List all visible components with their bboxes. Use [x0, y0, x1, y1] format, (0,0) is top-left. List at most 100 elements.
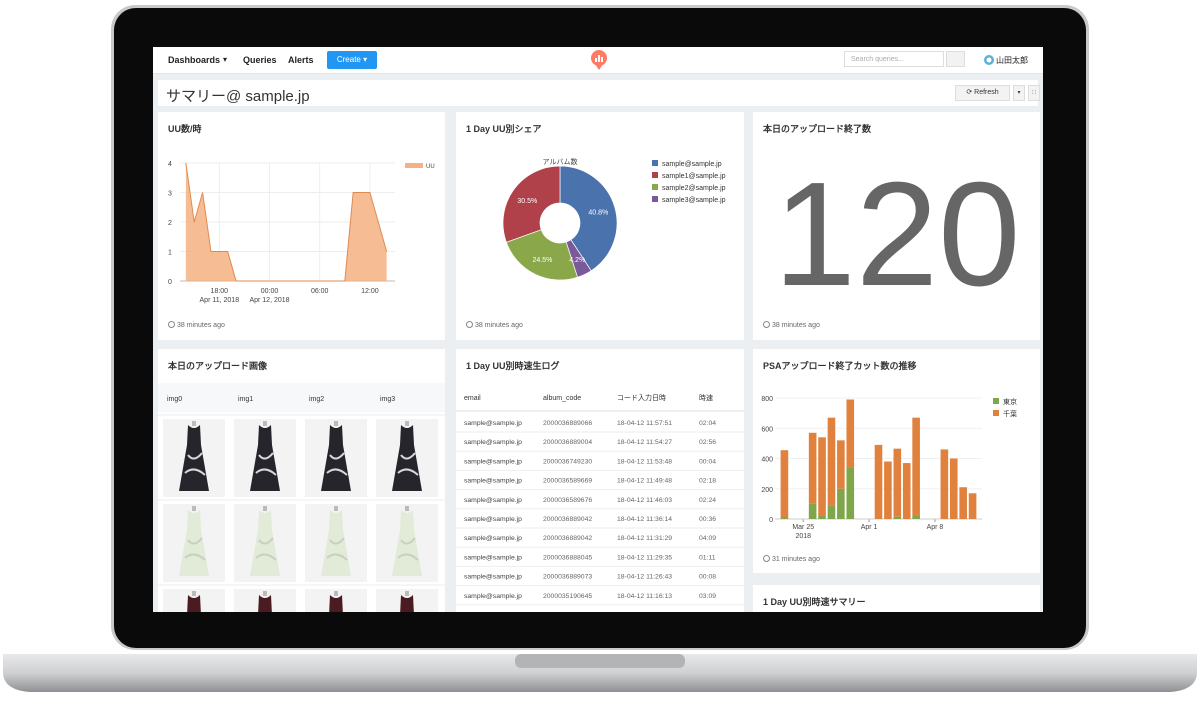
- dress-pattern: [184, 452, 206, 476]
- table-cell: sample@sample.jp: [464, 420, 522, 427]
- column-header: img2: [309, 396, 324, 403]
- nav-dropdown[interactable]: ▾: [223, 55, 228, 64]
- bar: [846, 399, 855, 468]
- legend-swatch: [652, 172, 658, 178]
- table-cell: sample@sample.jp: [464, 574, 522, 581]
- nav-link[interactable]: Dashboards: [168, 55, 221, 65]
- dress-pattern: [255, 452, 277, 476]
- legend-swatch: [652, 184, 658, 190]
- table-cell: sample@sample.jp: [464, 497, 522, 504]
- widget: 本日のアップロード終了数 120 38 minutes ago: [753, 112, 1040, 340]
- legend-label: 千葉: [1003, 409, 1017, 418]
- dress-pattern: [255, 537, 277, 561]
- mannequin-neck: [263, 591, 267, 596]
- dashboard-title: サマリー@ sample.jp: [166, 88, 310, 105]
- search-button[interactable]: [946, 51, 965, 67]
- widget-title: 1 Day UU別シェア: [466, 124, 542, 134]
- x-tick-year: 2018: [795, 533, 811, 540]
- legend-label: UU: [426, 164, 435, 170]
- avatar: [984, 55, 994, 65]
- dress: [400, 595, 414, 612]
- table-cell: 18-04-12 11:16:13: [617, 593, 672, 600]
- bar: [780, 450, 789, 518]
- legend-swatch: [405, 163, 423, 168]
- create-button[interactable]: Create ▾: [327, 51, 377, 69]
- bar: [818, 515, 826, 519]
- column-header: img3: [380, 396, 395, 403]
- table-cell: 00:36: [699, 516, 716, 523]
- table-cell: 03:09: [699, 593, 716, 600]
- refresh-dropdown[interactable]: ▾: [1013, 85, 1025, 101]
- x-tick-label: 18:00: [211, 288, 229, 295]
- mannequin-neck: [334, 591, 338, 596]
- x-tick-label: Apr 8: [927, 524, 944, 531]
- table-cell: 18-04-12 11:36:14: [617, 516, 672, 523]
- x-tick-date: Apr 11, 2018: [200, 297, 240, 304]
- x-tick-label: 00:00: [261, 288, 279, 295]
- mannequin-neck: [263, 506, 267, 511]
- dress-pattern: [326, 452, 348, 476]
- mannequin-neck: [192, 421, 196, 426]
- chart: アルバム数 40.8% sample@sample.jp 30.5% sample1@s…: [502, 157, 726, 281]
- search-input[interactable]: Search queries...: [844, 51, 944, 67]
- bar: [959, 487, 967, 519]
- bar: [837, 440, 845, 489]
- image-table: img0 img1 img2 img3: [158, 383, 445, 612]
- table-header-bg: [158, 383, 445, 412]
- navbar: Dashboards ▾ Queries Alerts Create ▾ Sea…: [153, 47, 1043, 74]
- counter: 120: [774, 152, 1021, 317]
- table-cell: 2000035190645: [543, 593, 592, 600]
- legend-label: sample3@sample.jp: [662, 197, 726, 204]
- bar: [818, 437, 826, 516]
- nav-link[interactable]: Alerts: [288, 55, 314, 65]
- table-cell: 02:04: [699, 420, 716, 427]
- table-cell: 2000036889042: [543, 535, 592, 542]
- table-cell: 02:56: [699, 439, 716, 446]
- table-cell: 18-04-12 11:53:48: [617, 458, 672, 465]
- widget-title: UU数/時: [168, 124, 202, 134]
- widget: 1 Day UU別シェア アルバム数 40.8% sample@sample.jp 3…: [456, 112, 744, 340]
- legend-label: sample1@sample.jp: [662, 173, 726, 180]
- mannequin-neck: [405, 421, 409, 426]
- bar: [837, 488, 845, 519]
- y-tick-label: 200: [761, 487, 773, 494]
- column-header: コード入力日時: [617, 393, 666, 402]
- y-tick-label: 0: [168, 279, 172, 286]
- fullscreen-button[interactable]: ∷: [1028, 85, 1040, 101]
- nav-link[interactable]: Queries: [243, 55, 277, 65]
- bar: [968, 493, 977, 519]
- widget-title: 1 Day UU別時速生ログ: [466, 361, 560, 371]
- y-tick-label: 600: [761, 426, 773, 433]
- bar: [949, 458, 958, 519]
- refresh-button[interactable]: ⟳ Refresh: [955, 85, 1010, 101]
- pie-slice: [505, 229, 579, 281]
- table-cell: 2000036889073: [543, 574, 592, 581]
- chart: 0 1 2 3 4 18:00 00:00 06:00 12:00 Apr 11, 2018 Apr…: [168, 161, 435, 304]
- table-cell: 2000036749230: [543, 458, 592, 465]
- table-cell: 01:11: [699, 554, 716, 561]
- legend-swatch: [652, 196, 658, 202]
- widget-title: 本日のアップロード画像: [168, 361, 268, 371]
- bar: [884, 461, 892, 519]
- updated-time: 38 minutes ago: [772, 322, 820, 329]
- legend-label: sample@sample.jp: [662, 161, 722, 168]
- updated-time: 38 minutes ago: [475, 322, 523, 329]
- table-cell: sample@sample.jp: [464, 458, 522, 465]
- user-name[interactable]: 山田太郎: [996, 56, 1028, 65]
- bar: [808, 503, 817, 519]
- bar: [893, 516, 902, 519]
- dress: [329, 595, 343, 612]
- table-cell: 2000036589676: [543, 497, 592, 504]
- bar: [874, 444, 883, 519]
- y-tick-label: 4: [168, 161, 172, 168]
- x-tick-label: Mar 25: [792, 524, 814, 531]
- x-tick-label: 06:00: [311, 288, 329, 295]
- widget-footer: 38 minutes ago: [168, 321, 225, 329]
- legend-label: 東京: [1003, 397, 1017, 406]
- create-label: Create: [336, 55, 361, 64]
- dress-pattern: [397, 452, 419, 476]
- updated-time: 31 minutes ago: [772, 556, 820, 563]
- bar: [827, 505, 836, 519]
- column-header: 時速: [699, 393, 713, 402]
